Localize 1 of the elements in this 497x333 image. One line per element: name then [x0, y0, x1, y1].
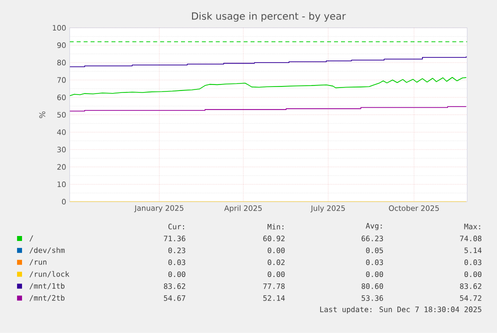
chart-title: Disk usage in percent - by year: [192, 12, 346, 22]
